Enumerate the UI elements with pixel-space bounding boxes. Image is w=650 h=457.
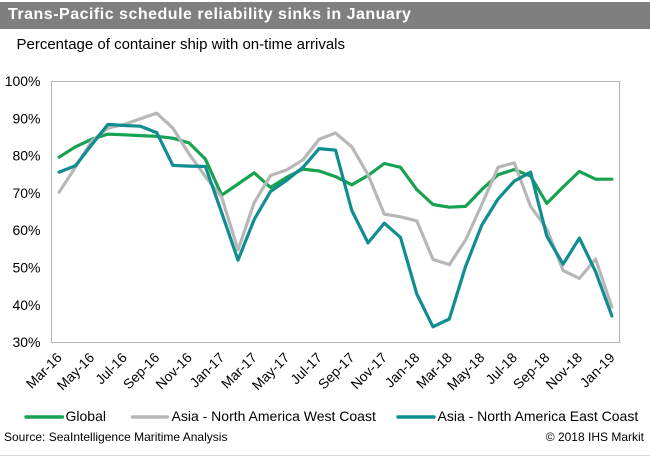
svg-text:Nov-18: Nov-18 [543, 350, 585, 392]
svg-text:Asia - North America East Coas: Asia - North America East Coast [438, 408, 639, 424]
svg-text:Asia - North America West Coas: Asia - North America West Coast [172, 408, 376, 424]
svg-text:Nov-16: Nov-16 [153, 350, 195, 392]
svg-text:Nov-17: Nov-17 [348, 350, 390, 392]
svg-text:50%: 50% [12, 260, 40, 276]
svg-text:May-16: May-16 [54, 350, 97, 393]
svg-text:30%: 30% [12, 334, 40, 350]
svg-text:Global: Global [66, 408, 106, 424]
svg-text:70%: 70% [12, 185, 40, 201]
svg-text:40%: 40% [12, 297, 40, 313]
svg-text:90%: 90% [12, 110, 40, 126]
svg-text:60%: 60% [12, 222, 40, 238]
svg-text:Jan-19: Jan-19 [577, 350, 618, 391]
svg-text:80%: 80% [12, 148, 40, 164]
svg-text:May-18: May-18 [444, 350, 487, 393]
svg-text:100%: 100% [5, 73, 41, 89]
